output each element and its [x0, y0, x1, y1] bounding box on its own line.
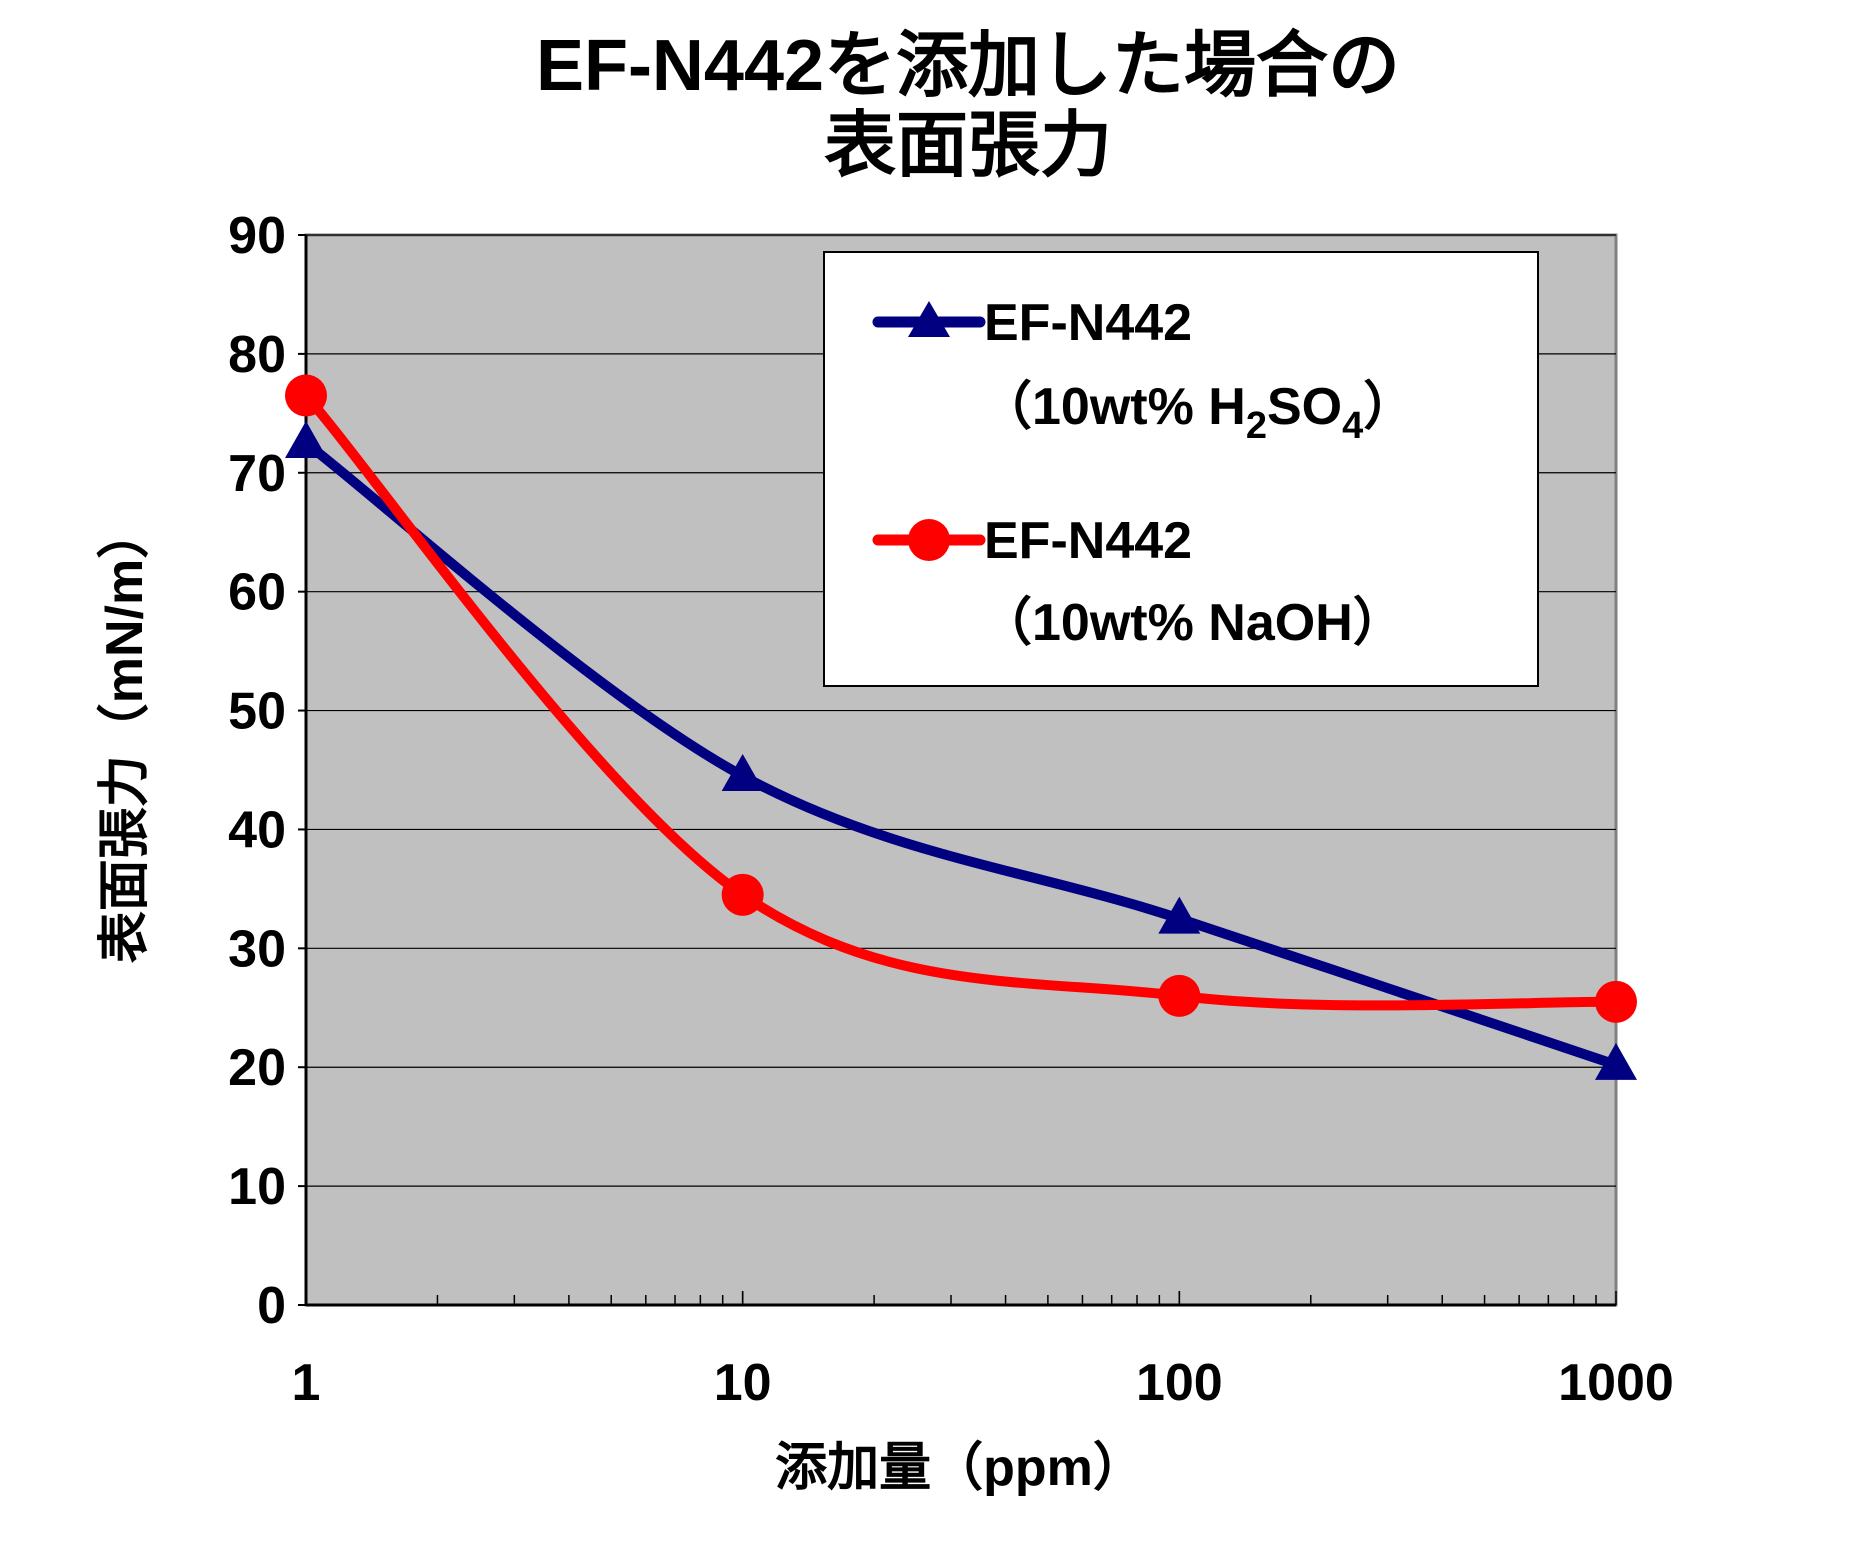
- series-group: [285, 374, 1637, 1080]
- series-line-2: [301, 390, 1621, 1011]
- y-tick-label: 50: [228, 683, 286, 741]
- y-tick-label: 0: [257, 1277, 286, 1335]
- x-tick-label: 100: [1136, 1354, 1223, 1412]
- chart-title-line2: 表面張力: [824, 106, 1112, 186]
- legend-label-2-line1: EF-N442: [984, 512, 1192, 570]
- y-tick-label: 70: [228, 445, 286, 503]
- data-point-triangle: [285, 421, 327, 459]
- legend-label-1-prefix: （10wt% H: [980, 378, 1246, 436]
- legend: EF-N442 （10wt% H2SO4） EF-N442 （10wt% NaO…: [823, 251, 1539, 687]
- y-tick-label: 40: [228, 801, 286, 859]
- y-tick-label: 90: [228, 207, 286, 265]
- y-tick-labels: 0 10 20 30 40 50 60 70 80 90: [228, 207, 306, 1335]
- legend-label-1-sub1: 2: [1246, 405, 1267, 447]
- chart-title-line1: EF-N442を添加した場合の: [536, 26, 1400, 106]
- legend-marker-circle: [908, 519, 950, 561]
- legend-label-1-sub2: 4: [1342, 405, 1363, 447]
- legend-label-1-mid: SO: [1267, 378, 1342, 436]
- x-tick-label: 10: [714, 1354, 772, 1412]
- data-point-circle: [285, 374, 327, 417]
- y-tick-label: 20: [228, 1039, 286, 1097]
- legend-label-1-suffix: ）: [1363, 378, 1415, 436]
- x-tick-label: 1: [292, 1354, 321, 1412]
- x-tick-labels: 1 10 100 1000: [292, 1354, 1674, 1412]
- y-tick-label: 80: [228, 326, 286, 384]
- data-point-triangle: [1158, 896, 1201, 934]
- x-tick-label: 1000: [1558, 1354, 1674, 1412]
- data-point-circle: [1595, 980, 1637, 1023]
- data-point-circle: [721, 873, 764, 916]
- legend-label-2-line2: （10wt% NaOH）: [980, 594, 1405, 652]
- y-tick-label: 30: [228, 920, 286, 978]
- data-point-triangle: [721, 753, 764, 791]
- y-tick-label: 10: [228, 1158, 286, 1216]
- y-tick-label: 60: [228, 564, 286, 622]
- data-point-circle: [1158, 974, 1201, 1017]
- legend-label-1-line2: （10wt% H2SO4）: [980, 378, 1415, 447]
- x-axis-title: 添加量（ppm）: [775, 1439, 1145, 1497]
- y-axis-title: 表面張力（mN/m）: [96, 507, 154, 963]
- legend-marker-triangle: [908, 301, 950, 337]
- legend-label-1-line1: EF-N442: [984, 294, 1192, 352]
- series-line-1: [301, 438, 1621, 1070]
- data-point-triangle: [1595, 1042, 1637, 1080]
